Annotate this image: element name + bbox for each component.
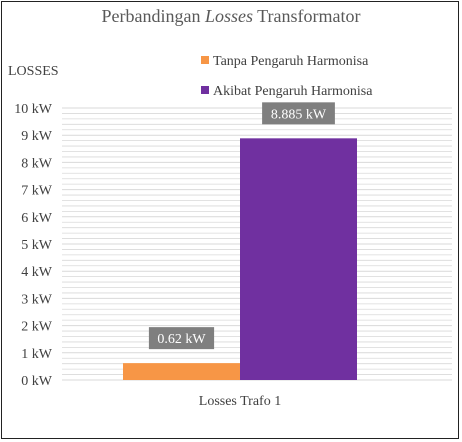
bar [123, 363, 240, 380]
y-tick-label: 5 kW [21, 238, 53, 253]
y-tick-label: 9 kW [21, 129, 53, 144]
y-tick-label: 1 kW [21, 347, 53, 362]
legend-entry: Tanpa Pengaruh Harmonisa [213, 54, 369, 69]
y-tick-label: 6 kW [21, 211, 53, 226]
chart-title-before: Perbandingan [102, 6, 205, 26]
chart-title: Perbandingan Losses Transformator [102, 6, 361, 26]
legend-swatch [201, 86, 209, 94]
y-tick-label: 8 kW [21, 156, 53, 171]
legend-swatch [201, 56, 209, 64]
data-labels: 0.62 kW 8.885 kW [148, 102, 335, 350]
legend-entry: Akibat Pengaruh Harmonisa [213, 84, 373, 99]
chart-title-italic: Losses [204, 6, 253, 26]
y-tick-label: 3 kW [21, 292, 53, 307]
data-label-box [148, 327, 215, 350]
y-tick-label: 7 kW [21, 184, 53, 199]
y-axis-label: LOSSES [8, 64, 59, 79]
data-label: 8.885 kW [271, 107, 327, 122]
y-tick-label: 2 kW [21, 320, 53, 335]
x-category-labels: Losses Trafo 1 [199, 394, 281, 409]
bar [240, 138, 357, 380]
chart-title-after: Transformator [253, 6, 361, 26]
y-tick-label: 0 kW [21, 374, 53, 389]
legend: Tanpa Pengaruh Harmonisa Akibat Pengaruh … [201, 54, 373, 99]
y-tick-labels: 0 kW 1 kW 2 kW 3 kW 4 kW 5 kW 6 kW 7 kW 8 kW 9 kW… [14, 102, 53, 389]
data-label: 0.62 kW [157, 332, 206, 347]
y-tick-label: 4 kW [21, 265, 53, 280]
y-tick-label: 10 kW [14, 102, 53, 117]
x-category-label: Losses Trafo 1 [199, 394, 281, 409]
data-label-box [262, 102, 335, 125]
bars [123, 138, 357, 380]
